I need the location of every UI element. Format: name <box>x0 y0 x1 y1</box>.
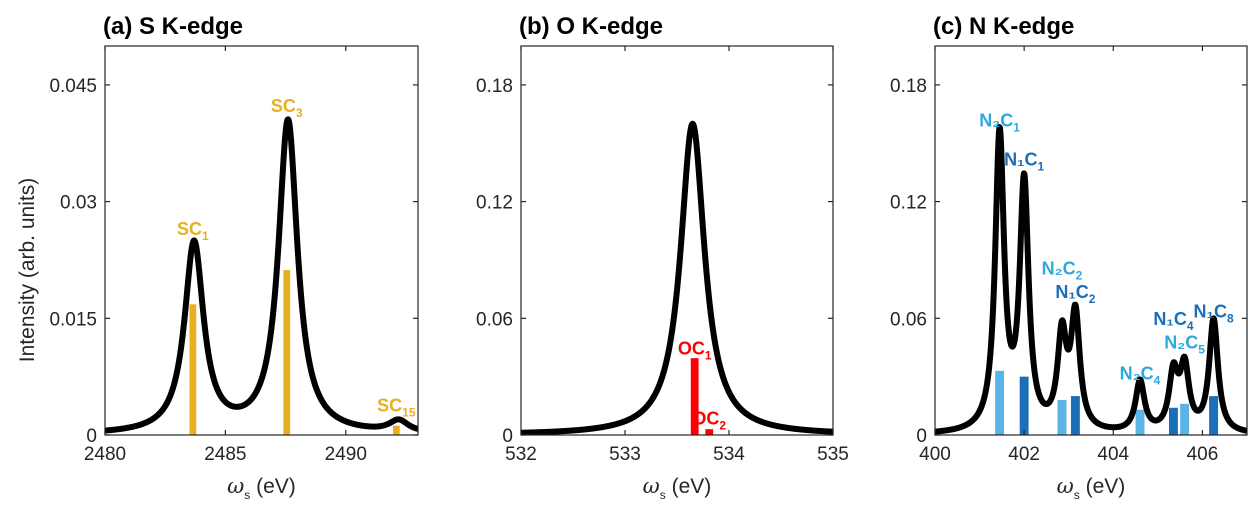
y-tick-label: 0 <box>916 426 927 447</box>
x-axis-label: ωs (eV) <box>1057 474 1126 502</box>
panel-title: (c) N K-edge <box>933 13 1074 40</box>
stick-bar-0 <box>995 370 1005 435</box>
stick-bar-3 <box>1070 396 1080 435</box>
y-tick-label: 0.06 <box>890 309 927 330</box>
peak-label: SC15 <box>377 396 416 420</box>
panel-1: 532 533 534 535 0 0.06 0.12 0.18 (b) O K-edge ωs … <box>476 13 849 502</box>
y-tick-label: 0.03 <box>60 193 97 214</box>
x-tick-label: 404 <box>1097 444 1129 465</box>
peak-label: N₂C5 <box>1164 332 1205 356</box>
x-tick-label: 2480 <box>84 444 126 465</box>
panel-title: (a) S K-edge <box>103 13 243 40</box>
x-tick-label: 532 <box>505 444 537 465</box>
stick-bar-1 <box>1019 376 1029 435</box>
stick-bar-1 <box>705 429 714 435</box>
axes-box <box>104 45 419 436</box>
x-axis-label: ωs (eV) <box>227 474 296 502</box>
spectrum-line <box>105 116 418 434</box>
stick-bar-7 <box>1209 396 1219 435</box>
stick-bar-2 <box>1057 399 1067 435</box>
x-tick-label: 400 <box>919 444 951 465</box>
x-tick-label: 535 <box>817 444 849 465</box>
peak-label: N₁C8 <box>1194 301 1234 325</box>
y-tick-label: 0.015 <box>49 309 97 330</box>
stick-bar-2 <box>392 425 400 435</box>
panel-2: 400 402 404 406 0 0.06 0.12 0.18 (c) N K-edge ωs … <box>890 13 1248 502</box>
y-tick-label: 0.045 <box>49 76 97 97</box>
axes-box <box>520 45 834 436</box>
peak-label: SC3 <box>271 96 303 120</box>
spectrum-line <box>521 120 833 435</box>
y-tick-label: 0.18 <box>476 76 513 97</box>
y-tick-label: 0.12 <box>890 193 927 214</box>
stick-bar-1 <box>283 270 291 435</box>
peak-label: N₂C1 <box>979 111 1020 135</box>
stick-bar-4 <box>1135 409 1145 435</box>
axes-box <box>934 45 1248 436</box>
panel-title: (b) O K-edge <box>519 13 663 40</box>
x-tick-label: 534 <box>713 444 745 465</box>
spectrum-line <box>935 124 1247 435</box>
x-tick-label: 402 <box>1008 444 1040 465</box>
y-tick-label: 0 <box>86 426 97 447</box>
peak-label: N₁C2 <box>1055 282 1095 306</box>
stick-bar-6 <box>1180 403 1190 435</box>
x-tick-label: 533 <box>609 444 641 465</box>
peak-label: SC1 <box>177 219 209 243</box>
stick-bar-0 <box>690 358 699 435</box>
peak-label: OC2 <box>692 408 726 432</box>
x-tick-label: 2485 <box>204 444 246 465</box>
stick-bar-0 <box>189 304 197 435</box>
peak-label: N₁C4 <box>1153 309 1193 333</box>
y-tick-label: 0.12 <box>476 193 513 214</box>
x-tick-label: 406 <box>1187 444 1219 465</box>
peak-label: N₁C1 <box>1004 150 1044 174</box>
panel-0: 2480 2485 2490 0 0.015 0.03 0.045 (a) S K-edge ω… <box>49 13 419 502</box>
stick-bar-5 <box>1169 407 1178 435</box>
x-axis-label: ωs (eV) <box>643 474 712 502</box>
peak-label: N₂C2 <box>1042 259 1083 283</box>
y-tick-label: 0.06 <box>476 309 513 330</box>
peak-label: OC1 <box>678 338 712 362</box>
peak-label: N₂C4 <box>1120 364 1161 388</box>
y-tick-label: 0 <box>502 426 513 447</box>
x-tick-label: 2490 <box>325 444 367 465</box>
y-axis-label: Intensity (arb. units) <box>16 178 39 362</box>
y-tick-label: 0.18 <box>890 76 927 97</box>
